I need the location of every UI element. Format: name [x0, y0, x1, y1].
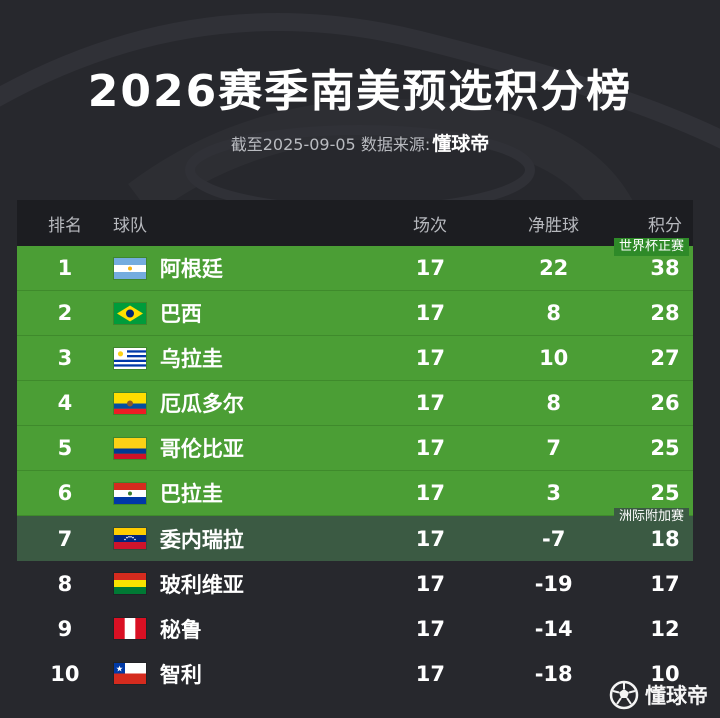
row-points: 10	[650, 661, 680, 686]
table-row: 3 乌拉圭 17 10 27	[17, 336, 693, 381]
table-row: 10 智利 17 -18 10	[17, 651, 693, 696]
row-points: 12	[650, 616, 680, 641]
header-rank: 排名	[48, 215, 82, 236]
peru-flag	[113, 618, 160, 639]
row-goal-diff: -18	[534, 661, 573, 686]
row-goal-diff: -14	[534, 616, 573, 641]
table-row: 6 巴拉圭 17 3 25	[17, 471, 693, 516]
row-team: 玻利维亚	[113, 569, 397, 599]
table-header: 排名 球队 场次 净胜球 积分	[17, 200, 693, 246]
row-rank: 9	[57, 616, 73, 641]
row-team: 智利	[113, 659, 397, 689]
standings-table: 排名 球队 场次 净胜球 积分 1 阿根廷 17 22 38 世界杯正赛 2 巴西 17 8 28 3…	[17, 200, 693, 696]
row-goal-diff: 10	[539, 346, 569, 370]
row-team-name: 阿根廷	[159, 257, 223, 281]
row-rank: 2	[57, 301, 73, 325]
uruguay-flag	[113, 347, 160, 369]
row-team: 阿根廷	[113, 253, 397, 283]
row-played: 17	[415, 481, 445, 505]
paraguay-flag	[113, 482, 160, 504]
watermark: 懂球帝	[609, 680, 708, 710]
row-goal-diff: 22	[539, 256, 569, 280]
row-rank: 10	[50, 661, 80, 686]
brazil-flag	[113, 302, 160, 324]
row-goal-diff: 8	[546, 391, 561, 415]
subtitle-date-source: 截至2025-09-05 数据来源:	[230, 135, 431, 154]
bolivia-flag	[113, 573, 160, 594]
row-team: 厄瓜多尔	[113, 388, 397, 418]
row-points: 25	[650, 436, 680, 460]
table-row: 1 阿根廷 17 22 38 世界杯正赛	[17, 238, 693, 291]
table-row: 7 委内瑞拉 17 -7 18 洲际附加赛	[17, 508, 693, 561]
venezuela-flag	[113, 528, 160, 549]
row-points: 28	[650, 301, 680, 325]
header-points: 积分	[648, 215, 682, 236]
row-team-name: 巴拉圭	[159, 482, 223, 506]
header-played: 场次	[413, 215, 447, 236]
row-team: 委内瑞拉	[113, 524, 397, 554]
row-rank: 7	[57, 526, 73, 551]
row-points: 27	[650, 346, 680, 370]
row-team-name: 巴西	[159, 302, 202, 326]
row-goal-diff: 8	[546, 301, 561, 325]
row-team-name: 厄瓜多尔	[159, 392, 244, 416]
zone-label-world-cup: 世界杯正赛	[613, 238, 689, 256]
row-played: 17	[415, 526, 445, 551]
row-team-name: 委内瑞拉	[159, 527, 244, 552]
page-title: 2026赛季南美预选积分榜	[87, 66, 633, 117]
table-row: 8 玻利维亚 17 -19 17	[17, 561, 693, 606]
row-rank: 1	[57, 256, 73, 280]
table-body: 1 阿根廷 17 22 38 世界杯正赛 2 巴西 17 8 28 3 乌拉圭 17 10 27 4 厄瓜多尔 17…	[17, 238, 693, 696]
row-team-name: 秘鲁	[159, 617, 202, 642]
row-played: 17	[415, 346, 445, 370]
row-team-name: 哥伦比亚	[159, 437, 244, 461]
row-team: 乌拉圭	[113, 343, 397, 373]
row-points: 26	[650, 391, 680, 415]
chile-flag	[113, 663, 160, 684]
row-team: 秘鲁	[113, 614, 397, 644]
row-team-name: 乌拉圭	[159, 347, 223, 371]
header-team: 球队	[113, 215, 147, 236]
row-goal-diff: 3	[546, 481, 561, 505]
row-points: 38	[650, 256, 680, 280]
row-played: 17	[415, 256, 445, 280]
row-team: 巴西	[113, 298, 397, 328]
argentina-flag	[113, 257, 160, 279]
subtitle-brand: 懂球帝	[432, 133, 490, 155]
row-points: 17	[650, 571, 680, 596]
row-played: 17	[415, 661, 445, 686]
row-rank: 3	[57, 346, 73, 370]
watermark-text: 懂球帝	[645, 684, 708, 708]
page-subtitle: 截至2025-09-05 数据来源: 懂球帝	[0, 132, 720, 157]
row-played: 17	[415, 571, 445, 596]
row-played: 17	[415, 391, 445, 415]
row-rank: 4	[57, 391, 73, 415]
row-goal-diff: -19	[534, 571, 573, 596]
row-rank: 5	[57, 436, 73, 460]
row-team-name: 玻利维亚	[159, 572, 244, 597]
table-row: 4 厄瓜多尔 17 8 26	[17, 381, 693, 426]
zone-label-playoff: 洲际附加赛	[613, 508, 689, 526]
row-goal-diff: -7	[542, 526, 566, 551]
row-rank: 6	[57, 481, 73, 505]
soccer-ball-icon	[609, 680, 639, 710]
row-played: 17	[415, 616, 445, 641]
header-goal-diff: 净胜球	[528, 215, 579, 236]
row-goal-diff: 7	[546, 436, 561, 460]
row-team-name: 智利	[159, 662, 202, 687]
row-rank: 8	[57, 571, 73, 596]
row-played: 17	[415, 301, 445, 325]
row-played: 17	[415, 436, 445, 460]
row-team: 巴拉圭	[113, 478, 397, 508]
row-team: 哥伦比亚	[113, 433, 397, 463]
ecuador-flag	[113, 392, 160, 414]
row-points: 18	[650, 526, 680, 551]
table-row: 5 哥伦比亚 17 7 25	[17, 426, 693, 471]
colombia-flag	[113, 437, 160, 459]
row-points: 25	[650, 481, 680, 505]
table-row: 2 巴西 17 8 28	[17, 291, 693, 336]
table-row: 9 秘鲁 17 -14 12	[17, 606, 693, 651]
